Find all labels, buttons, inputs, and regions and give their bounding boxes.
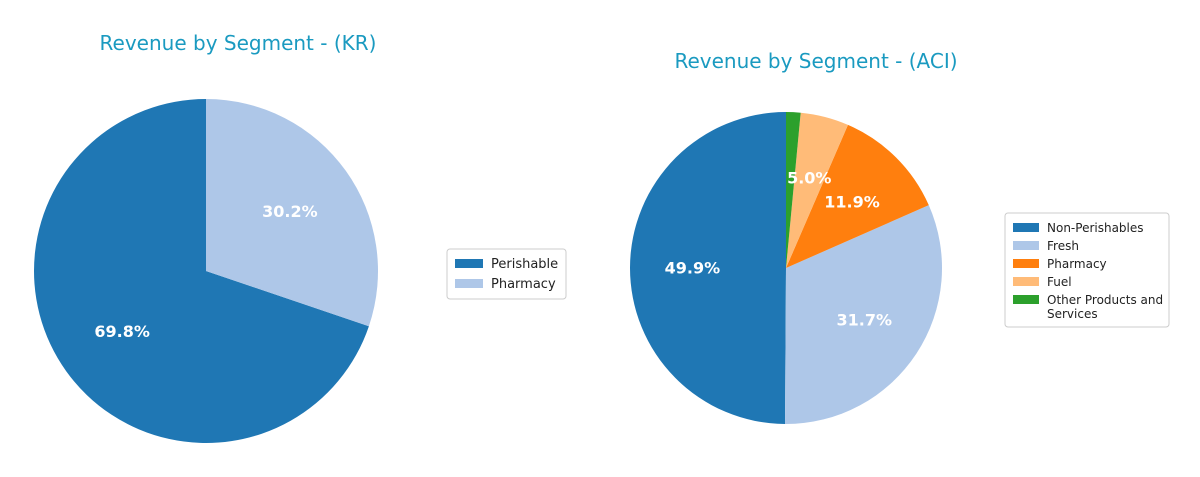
legend-swatch-other-products-and-services [1013, 295, 1039, 304]
legend-swatch-fuel [1013, 277, 1039, 286]
pie-labels-kr: 69.8% 30.2% [94, 202, 317, 341]
pie-chart-aci: Revenue by Segment - (ACI) 49.9% 31.7% 11.… [630, 49, 1170, 424]
pie-label-pharmacy: 11.9% [824, 193, 880, 212]
pie-label-non-perishables: 49.9% [665, 259, 721, 278]
legend-kr: Perishable Pharmacy [446, 248, 567, 300]
legend-label-fuel: Fuel [1047, 275, 1072, 289]
legend-frame [1004, 212, 1170, 328]
pie-label-fuel: 5.0% [787, 168, 831, 187]
legend-label-pharmacy: Pharmacy [1047, 257, 1107, 271]
pie-chart-kr: Revenue by Segment - (KR) 69.8% 30.2% Per… [34, 31, 567, 444]
pie-slice-non-perishables [630, 112, 786, 424]
chart-title-aci: Revenue by Segment - (ACI) [674, 49, 957, 73]
pie-label-perishable: 69.8% [94, 322, 150, 341]
legend-label-non-perishables: Non-Perishables [1047, 221, 1144, 235]
legend-swatch-pharmacy [455, 279, 483, 288]
legend-swatch-pharmacy [1013, 259, 1039, 268]
pie-label-pharmacy: 30.2% [262, 202, 318, 221]
pie-slice-perishable [34, 99, 369, 444]
pie-slice-fuel [786, 112, 848, 268]
legend-swatch-perishable [455, 259, 483, 268]
legend-label-other-products-and-services: Other Products and [1047, 293, 1163, 307]
pie-labels-aci: 49.9% 31.7% 11.9% 5.0% [665, 168, 892, 329]
legend-label-fresh: Fresh [1047, 239, 1079, 253]
pie-slices-aci [630, 112, 943, 424]
legend-aci: Non-Perishables Fresh Pharmacy Fuel Other Pr… [1004, 212, 1170, 328]
pie-slice-pharmacy [786, 124, 929, 268]
legend-swatch-fresh [1013, 241, 1039, 250]
legend-swatch-non-perishables [1013, 223, 1039, 232]
legend-label-pharmacy: Pharmacy [491, 277, 556, 292]
pie-label-fresh: 31.7% [836, 310, 892, 329]
pie-slice-pharmacy [206, 99, 378, 327]
legend-label-other-products-and-services: Services [1047, 307, 1098, 321]
legend-label-perishable: Perishable [491, 257, 558, 272]
pie-slices-kr [34, 99, 378, 444]
pie-slice-fresh [785, 205, 943, 424]
pie-slice-other-products-and-services [786, 112, 801, 268]
chart-title-kr: Revenue by Segment - (KR) [100, 31, 377, 55]
